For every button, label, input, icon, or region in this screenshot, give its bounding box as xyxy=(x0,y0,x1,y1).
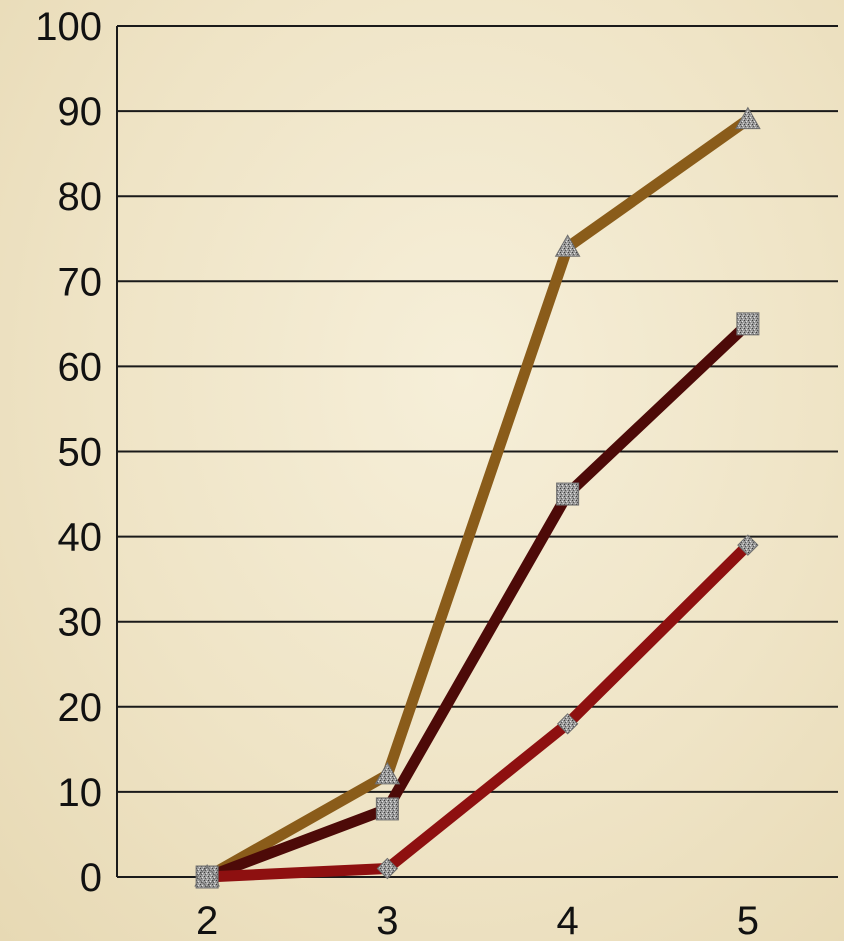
series-1-point xyxy=(374,761,401,785)
series-markers xyxy=(194,106,761,889)
y-tick-label: 0 xyxy=(80,856,102,900)
y-tick-label: 20 xyxy=(58,686,103,730)
tick-labels: 0 10 20 30 40 50 60 70 80 90 100 2 3 4 5 xyxy=(35,5,759,941)
series-1-line xyxy=(204,115,752,882)
y-tick-label: 70 xyxy=(58,260,103,304)
y-tick-label: 10 xyxy=(58,771,103,815)
series-2-point xyxy=(556,482,580,506)
series-1-point xyxy=(554,234,581,257)
series-3-point xyxy=(376,857,399,880)
series-lines xyxy=(204,115,752,883)
y-tick-label: 90 xyxy=(58,90,103,134)
series-3-point xyxy=(196,866,218,888)
y-tick-label: 30 xyxy=(58,601,103,645)
series-2-line xyxy=(205,319,752,883)
x-tick-label: 4 xyxy=(557,899,579,941)
x-tick-label: 2 xyxy=(196,899,218,941)
series-3-line xyxy=(206,541,752,883)
series-3-point xyxy=(556,713,579,735)
y-tick-label: 50 xyxy=(58,431,103,475)
gridlines xyxy=(117,25,838,878)
x-tick-label: 3 xyxy=(376,899,398,941)
series-1-point xyxy=(735,106,761,130)
series-2-point xyxy=(736,312,760,336)
y-tick-label: 80 xyxy=(58,175,103,219)
y-tick-label: 100 xyxy=(35,5,102,49)
series-2-point xyxy=(375,797,399,821)
x-tick-label: 5 xyxy=(737,899,759,941)
y-tick-label: 40 xyxy=(58,516,103,560)
series-3-point xyxy=(737,534,759,556)
y-tick-label: 60 xyxy=(58,345,103,389)
